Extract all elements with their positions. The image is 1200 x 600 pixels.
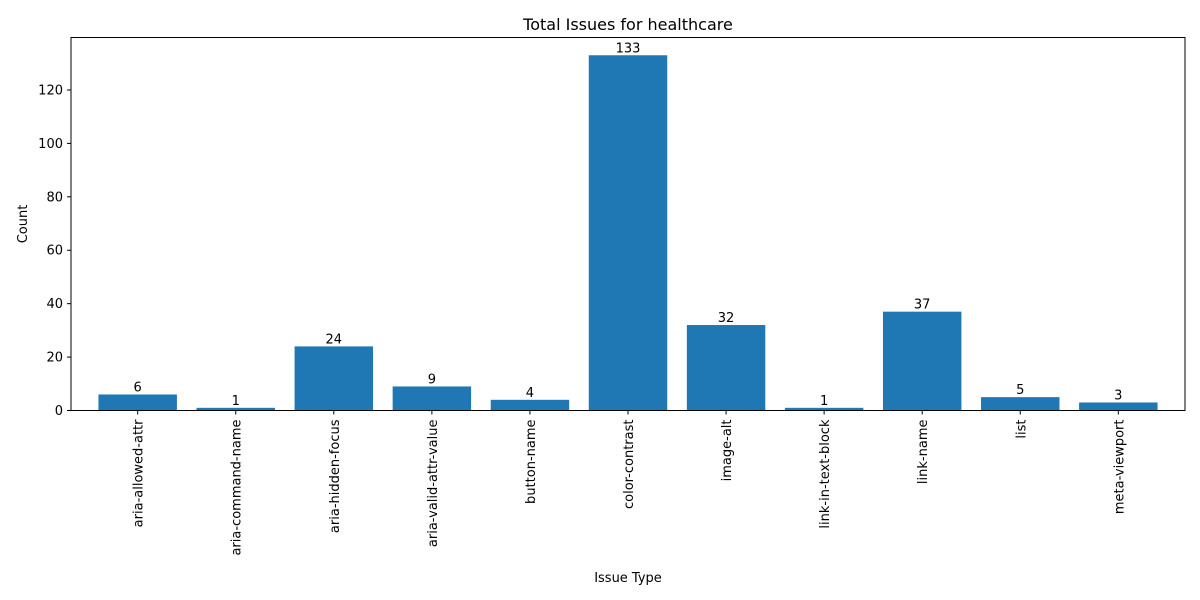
bar-aria-valid-attr-value <box>392 386 472 411</box>
bar-value-label: 4 <box>526 386 534 401</box>
bar-aria-command-name <box>196 407 275 411</box>
x-tick-label: aria-allowed-attr <box>132 419 147 527</box>
bar-value-label: 6 <box>134 380 142 395</box>
y-tick-label: 20 <box>46 351 63 366</box>
bar-link-name <box>882 311 962 411</box>
bar-value-label: 1 <box>232 394 240 409</box>
x-tick-label: meta-viewport <box>1112 420 1127 515</box>
x-tick-label: image-alt <box>720 420 735 482</box>
y-tick-label: 100 <box>38 137 63 152</box>
x-tick-label: color-contrast <box>622 420 637 510</box>
plot-area-frame <box>70 37 1186 411</box>
bar-color-contrast <box>588 55 668 411</box>
y-tick-label: 80 <box>46 190 63 205</box>
y-tick-label: 40 <box>46 297 63 312</box>
y-tick-label: 0 <box>55 404 63 419</box>
chart-title: Total Issues for healthcare <box>522 15 733 34</box>
bar-meta-viewport <box>1079 402 1158 411</box>
bar-value-label: 24 <box>326 332 343 347</box>
y-axis-label: Count <box>16 205 31 244</box>
bar-value-label: 32 <box>718 311 735 326</box>
y-axis: 0 20 40 60 80 100 120 <box>38 83 71 419</box>
x-axis-label: Issue Type <box>594 571 662 586</box>
bar-value-label: 1 <box>820 394 828 409</box>
bar-value-label: 37 <box>914 298 931 313</box>
bar-list <box>981 397 1060 411</box>
x-tick-label: aria-command-name <box>230 420 245 556</box>
bar-button-name <box>490 399 570 411</box>
bar-aria-allowed-attr <box>98 394 177 411</box>
y-tick-label: 120 <box>38 83 63 98</box>
bars-layer: 6 1 24 9 4 133 32 1 37 5 3 <box>98 41 1158 411</box>
bar-link-in-text-block <box>784 407 864 411</box>
bar-value-label: 3 <box>1114 388 1122 403</box>
bar-value-label: 5 <box>1016 383 1024 398</box>
x-tick-label: list <box>1014 420 1029 439</box>
bar-aria-hidden-focus <box>294 346 374 411</box>
x-tick-label: aria-valid-attr-value <box>426 420 441 548</box>
x-tick-label: link-name <box>916 420 931 485</box>
bar-value-label: 9 <box>428 372 436 387</box>
x-tick-label: aria-hidden-focus <box>328 419 343 533</box>
bar-value-label: 133 <box>616 41 641 56</box>
bar-image-alt <box>686 325 766 411</box>
y-tick-label: 60 <box>46 244 63 259</box>
x-tick-label: link-in-text-block <box>818 419 833 529</box>
x-tick-label: button-name <box>524 419 539 503</box>
x-axis: aria-allowed-attr aria-command-name aria-h… <box>132 410 1127 556</box>
